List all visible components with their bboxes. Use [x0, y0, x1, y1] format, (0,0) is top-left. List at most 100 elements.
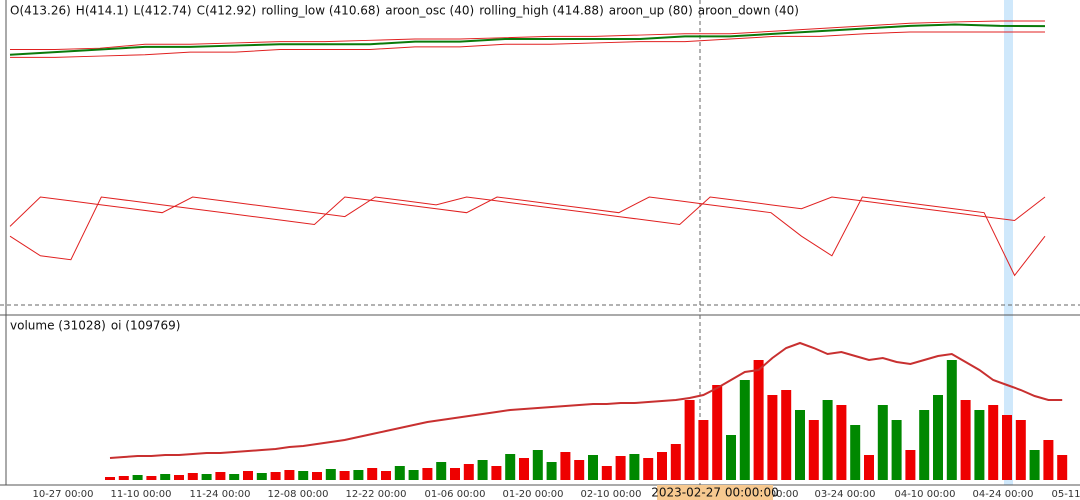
- volume-bar: [256, 473, 267, 480]
- volume-bar: [505, 454, 516, 480]
- volume-bar: [1043, 440, 1054, 480]
- volume-bar: [270, 472, 281, 480]
- volume-bar: [491, 466, 502, 480]
- crosshair-label: 2023-02-27 00:00:00: [651, 486, 778, 500]
- x-tick-label: 11-24 00:00: [189, 489, 250, 500]
- volume-bar: [795, 410, 805, 480]
- volume-bar: [353, 470, 364, 480]
- x-tick-label: 01-06 00:00: [424, 489, 485, 500]
- volume-bar: [160, 474, 171, 480]
- aroon-line: [9, 196, 1046, 277]
- volume-bar: [560, 452, 571, 480]
- volume-bar: [822, 400, 833, 480]
- crosshair-label-bg: [657, 485, 773, 500]
- volume-bar: [767, 395, 778, 480]
- volume-bar: [1057, 455, 1068, 480]
- legend-item: oi (109769): [111, 319, 181, 333]
- volume-bar: [132, 475, 143, 480]
- volume-bar: [394, 466, 405, 480]
- volume-bar: [781, 390, 792, 480]
- volume-bar: [919, 410, 930, 480]
- volume-bar: [643, 458, 654, 480]
- volume-bar: [146, 476, 157, 480]
- volume-legend: volume (31028) oi (109769): [10, 319, 180, 333]
- volume-bar: [367, 468, 378, 480]
- price-legend: O(413.26) H(414.1) L(412.74) C(412.92) rolli…: [10, 4, 799, 18]
- volume-bar: [960, 400, 971, 480]
- volume-bar: [601, 466, 612, 480]
- volume-bar: [546, 462, 557, 480]
- legend-item: L(412.74): [134, 4, 192, 18]
- volume-bar: [519, 458, 529, 480]
- legend-item: O(413.26): [10, 4, 71, 18]
- x-tick-label: 02-10 00:00: [580, 489, 641, 500]
- volume-bar: [463, 464, 474, 480]
- volume-bar: [933, 395, 943, 480]
- x-tick-label: 10-27 00:00: [32, 489, 93, 500]
- volume-bar: [1029, 450, 1040, 480]
- x-tick-label: 12-08 00:00: [267, 489, 328, 500]
- volume-bar: [739, 380, 750, 480]
- legend-item: volume (31028): [10, 319, 106, 333]
- volume-bar: [864, 455, 874, 480]
- volume-bar: [422, 468, 433, 480]
- volume-bar: [118, 476, 129, 480]
- highlight-band: [1004, 0, 1013, 485]
- volume-bar: [325, 469, 336, 480]
- volume-bar: [615, 456, 626, 480]
- volume-bar: [712, 385, 723, 480]
- x-tick-label: 01-20 00:00: [502, 489, 563, 500]
- volume-bar: [698, 420, 709, 480]
- volume-bar: [298, 471, 309, 480]
- volume-bar: [339, 471, 350, 480]
- volume-bar: [477, 460, 488, 480]
- x-tick-label: 12-22 00:00: [345, 489, 406, 500]
- volume-bar: [905, 450, 916, 480]
- legend-item: aroon_up (80): [609, 4, 693, 18]
- volume-bar: [381, 471, 391, 480]
- volume-bar: [312, 472, 322, 480]
- price-line: [10, 31, 1045, 58]
- volume-bar: [187, 473, 198, 480]
- volume-bar: [201, 474, 212, 480]
- x-tick-label: 11-10 00:00: [110, 489, 171, 500]
- oi-line: [109, 341, 1063, 459]
- volume-bar: [629, 454, 640, 480]
- volume-bar: [684, 400, 695, 480]
- volume-bar: [808, 420, 819, 480]
- volume-bar: [877, 405, 888, 480]
- volume-bar: [105, 477, 115, 480]
- volume-bar: [243, 471, 253, 480]
- volume-bar: [215, 472, 226, 480]
- volume-bar: [436, 462, 447, 480]
- legend-item: rolling_high (414.88): [479, 4, 604, 18]
- legend-item: aroon_osc (40): [385, 4, 474, 18]
- volume-bar: [850, 425, 861, 480]
- volume-bar: [532, 450, 543, 480]
- volume-bar: [753, 360, 764, 480]
- legend-item: aroon_down (40): [698, 4, 799, 18]
- volume-bar: [657, 452, 667, 480]
- legend-item: H(414.1): [76, 4, 129, 18]
- volume-bar: [988, 405, 999, 480]
- volume-bar: [946, 360, 957, 480]
- x-tick-label: 03-24 00:00: [814, 489, 875, 500]
- volume-bar: [284, 470, 295, 480]
- volume-bar: [726, 435, 736, 480]
- volume-bar: [836, 405, 847, 480]
- volume-bar: [974, 410, 985, 480]
- legend-item: C(412.92): [197, 4, 257, 18]
- volume-bar: [891, 420, 902, 480]
- x-tick-label: 04-10 00:00: [894, 489, 955, 500]
- price-line: [10, 20, 1045, 50]
- x-tick-label: 04-24 00:00: [972, 489, 1033, 500]
- legend-item: rolling_low (410.68): [261, 4, 380, 18]
- volume-bar: [408, 470, 419, 480]
- volume-bar: [670, 444, 681, 480]
- x-tick-label: 05-11: [1051, 489, 1080, 500]
- volume-bar: [1015, 420, 1026, 480]
- aroon-line: [9, 196, 1046, 227]
- volume-bar: [450, 468, 460, 480]
- volume-bar: [1002, 415, 1012, 480]
